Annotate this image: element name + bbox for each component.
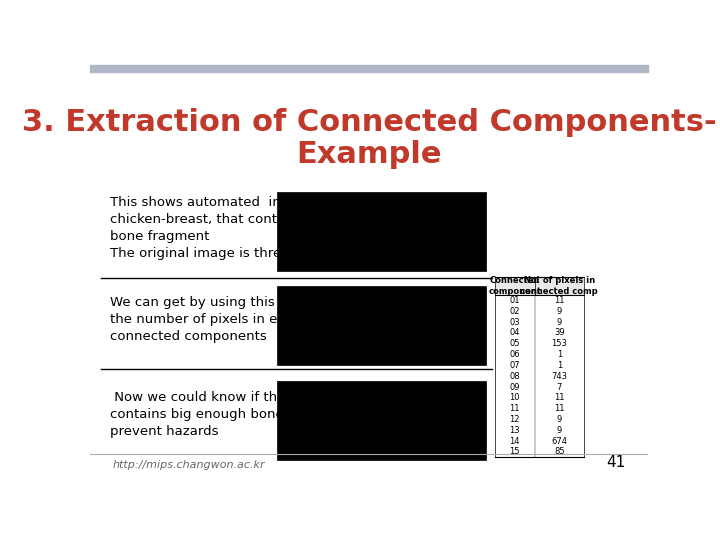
Text: 11: 11 (509, 404, 520, 413)
Text: 08: 08 (509, 372, 520, 381)
Text: 674: 674 (552, 437, 567, 445)
Text: This shows automated  inspection of
chicken-breast, that contains
bone fragment
: This shows automated inspection of chick… (109, 196, 354, 260)
Text: 1: 1 (557, 350, 562, 359)
Text: 3. Extraction of Connected Components-: 3. Extraction of Connected Components- (22, 109, 716, 138)
Text: 06: 06 (509, 350, 520, 359)
Text: 13: 13 (509, 426, 520, 435)
Text: 11: 11 (554, 404, 564, 413)
Text: 41: 41 (606, 455, 626, 470)
Text: 02: 02 (509, 307, 520, 316)
Text: 9: 9 (557, 318, 562, 327)
Text: 9: 9 (557, 307, 562, 316)
Text: 153: 153 (552, 339, 567, 348)
Text: 01: 01 (509, 296, 520, 305)
Text: We can get by using this algorithm
the number of pixels in each of the
connected: We can get by using this algorithm the n… (109, 295, 344, 342)
Text: Now we could know if this food
contains big enough bones and
prevent hazards: Now we could know if this food contains … (109, 391, 321, 438)
Text: 12: 12 (509, 415, 520, 424)
Text: 11: 11 (554, 296, 564, 305)
Text: 743: 743 (552, 372, 567, 381)
Text: 07: 07 (509, 361, 520, 370)
Text: 03: 03 (509, 318, 520, 327)
Text: 7: 7 (557, 382, 562, 392)
Text: 39: 39 (554, 328, 564, 338)
Text: 1: 1 (557, 361, 562, 370)
Text: 05: 05 (509, 339, 520, 348)
Text: http://mips.changwon.ac.kr: http://mips.changwon.ac.kr (112, 460, 265, 470)
Text: 85: 85 (554, 448, 564, 456)
Text: No. of pixels in
connected comp: No. of pixels in connected comp (521, 276, 598, 296)
Bar (495, 277, 584, 295)
Text: Connected
component: Connected component (488, 276, 541, 296)
Text: 04: 04 (509, 328, 520, 338)
Text: 09: 09 (509, 382, 520, 392)
Text: 11: 11 (554, 393, 564, 402)
Text: 9: 9 (557, 426, 562, 435)
Text: Example: Example (296, 140, 442, 168)
Text: 10: 10 (509, 393, 520, 402)
Text: 9: 9 (557, 415, 562, 424)
Text: 15: 15 (509, 448, 520, 456)
Text: 14: 14 (509, 437, 520, 445)
Bar (277, 286, 486, 365)
Bar (90, 65, 648, 72)
Bar (277, 192, 486, 271)
Bar (277, 381, 486, 460)
